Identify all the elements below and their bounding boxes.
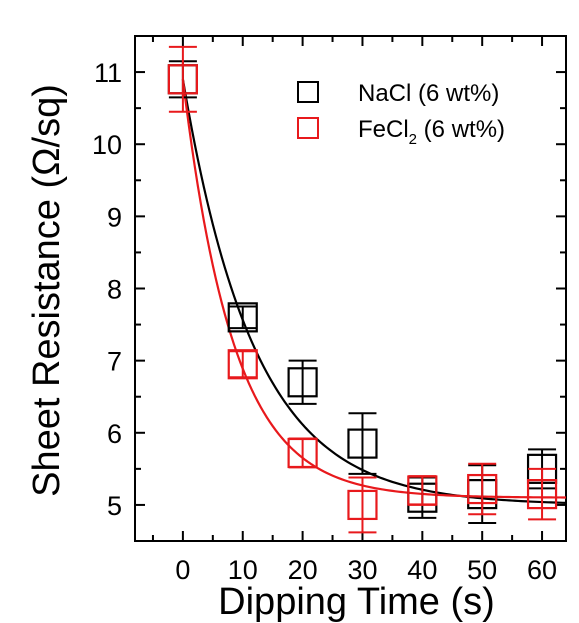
y-tick-label: 7: [107, 347, 122, 377]
fit-curve: [181, 79, 567, 504]
legend-marker: [297, 117, 319, 139]
y-tick-label: 10: [92, 130, 122, 160]
legend-label: NaCl (6 wt%): [358, 80, 499, 107]
data-point: [347, 428, 378, 459]
y-tick-label: 8: [107, 275, 122, 305]
y-tick-label: 9: [107, 202, 122, 232]
data-point: [467, 473, 498, 505]
x-tick-label: 40: [407, 555, 437, 585]
data-point: [287, 437, 318, 469]
data-point: [287, 367, 318, 398]
y-tick-label: 11: [94, 58, 122, 88]
plot-frame: [134, 35, 567, 542]
x-tick-label: 0: [175, 555, 190, 585]
y-tick-label: 6: [107, 419, 122, 449]
y-tick-label: 5: [107, 491, 122, 521]
data-point: [227, 302, 258, 333]
x-tick-label: 50: [467, 555, 497, 585]
x-tick-label: 20: [288, 555, 318, 585]
data-point: [407, 475, 438, 506]
legend-marker: [297, 81, 319, 103]
x-axis-ticks: 0 10 20 30 40 50 60: [151, 36, 557, 585]
x-tick-label: 10: [228, 555, 258, 585]
y-axis-title: Sheet Resistance (Ω/sq): [26, 84, 68, 497]
data-point: [526, 479, 558, 510]
x-tick-label: 30: [347, 555, 377, 585]
data-points: [167, 45, 558, 534]
x-tick-label: 60: [527, 555, 557, 585]
y-axis-ticks: 5 6 7 8 9 10 11: [92, 58, 566, 521]
legend: NaCl (6 wt%) FeCl2 (6 wt%): [297, 80, 505, 148]
data-point: [227, 349, 258, 380]
data-point: [347, 489, 378, 521]
data-point: [167, 64, 198, 95]
legend-label: FeCl2 (6 wt%): [358, 116, 505, 148]
x-axis-title: Dipping Time (s): [218, 581, 495, 623]
